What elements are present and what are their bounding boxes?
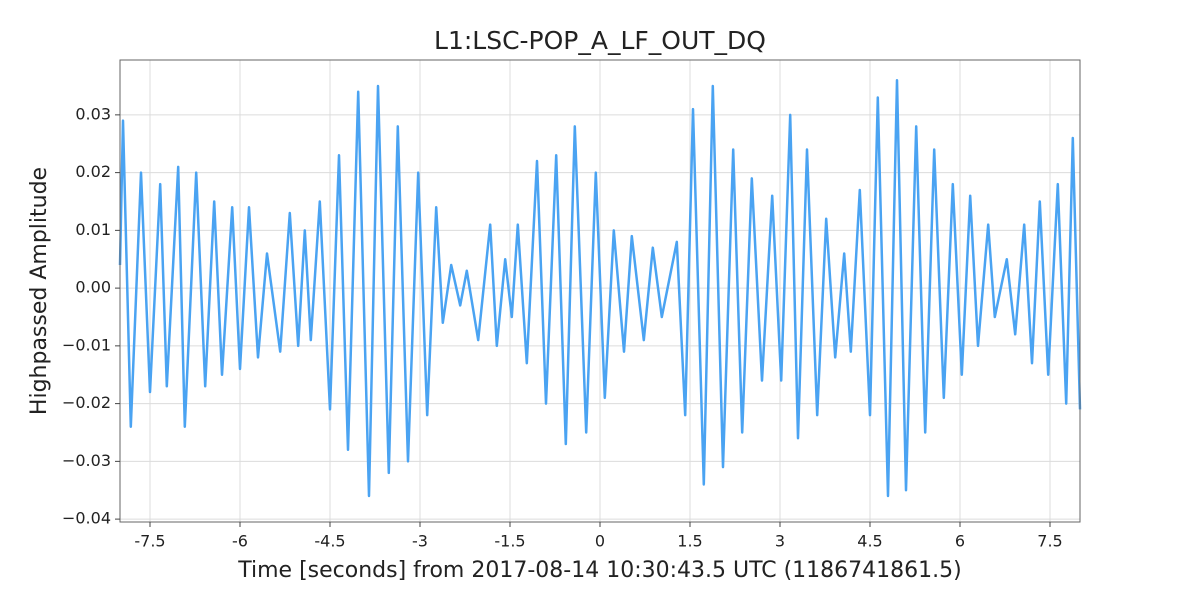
y-tick-label: −0.02 xyxy=(62,393,111,412)
x-axis-label: Time [seconds] from 2017-08-14 10:30:43.… xyxy=(237,558,961,583)
x-tick-label: 0 xyxy=(595,532,605,551)
plot-area xyxy=(118,78,1082,498)
x-tick-label: -4.5 xyxy=(314,532,345,551)
y-tick-label: −0.03 xyxy=(62,451,111,470)
y-tick-label: 0.01 xyxy=(75,220,111,239)
x-tick-label: 3 xyxy=(775,532,785,551)
x-tick-label: 1.5 xyxy=(677,532,702,551)
y-tick-label: 0.00 xyxy=(75,278,111,297)
x-tick-label: 4.5 xyxy=(857,532,882,551)
x-tick-label: -7.5 xyxy=(134,532,165,551)
y-tick-label: −0.04 xyxy=(62,509,111,528)
x-tick-label: -3 xyxy=(412,532,428,551)
x-tick-label: 6 xyxy=(955,532,965,551)
x-tick-label: -6 xyxy=(232,532,248,551)
y-tick-label: 0.03 xyxy=(75,104,111,123)
data-line xyxy=(118,78,1082,498)
x-tick-label: 7.5 xyxy=(1037,532,1062,551)
chart-title: L1:LSC-POP_A_LF_OUT_DQ xyxy=(434,26,766,55)
y-tick-label: 0.02 xyxy=(75,162,111,181)
x-tick-label: -1.5 xyxy=(494,532,525,551)
y-axis-label: Highpassed Amplitude xyxy=(27,167,52,415)
y-tick-label: −0.01 xyxy=(62,335,111,354)
